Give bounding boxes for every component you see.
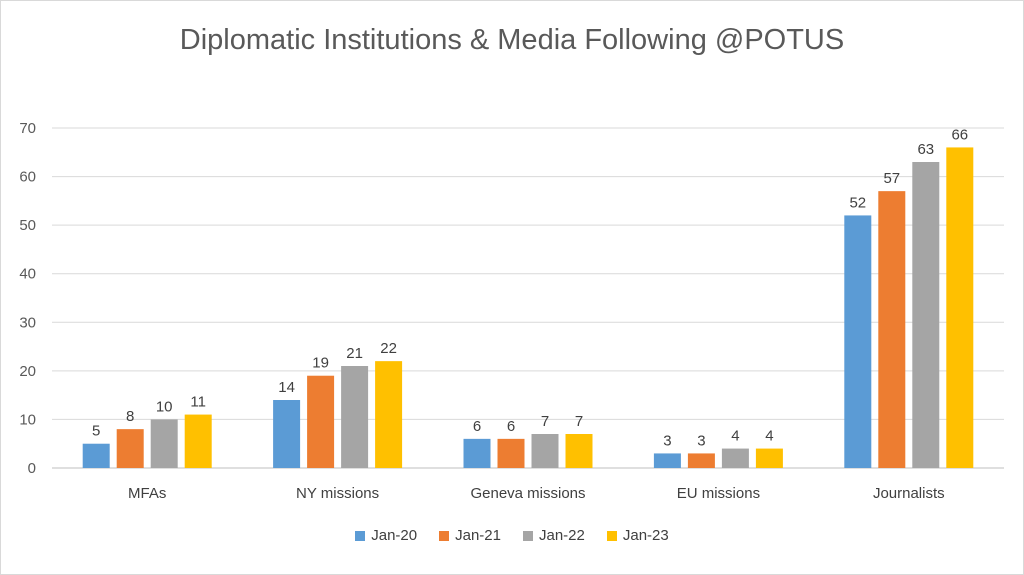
data-label: 6 [473,418,481,435]
data-label: 10 [156,398,173,415]
bar [878,191,906,468]
data-label: 4 [731,428,739,445]
bar [273,400,301,468]
data-label: 21 [346,345,363,362]
chart-title: Diplomatic Institutions & Media Followin… [179,24,845,56]
bar [116,429,144,468]
bar [463,438,491,468]
y-tick-label: 60 [19,169,36,186]
x-tick-label: Geneva missions [470,485,585,502]
data-label: 3 [663,432,671,449]
legend-label: Jan-21 [455,527,501,544]
y-tick-label: 50 [19,217,36,234]
x-tick-label: MFAs [128,485,166,502]
chart-legend: Jan-20 Jan-21 Jan-22 Jan-23 [0,527,1024,544]
legend-swatch [606,530,617,541]
bar [653,453,681,468]
y-tick-label: 70 [19,120,36,137]
bar [184,414,212,468]
data-label: 7 [575,413,583,430]
bar [341,366,369,468]
bar [721,448,749,468]
x-tick-label: NY missions [296,485,379,502]
data-label: 6 [507,418,515,435]
bar [82,443,110,468]
bar [912,162,940,468]
bar [565,434,593,468]
data-label: 63 [917,141,934,158]
data-label: 19 [312,355,329,372]
bar [531,434,559,468]
data-label: 14 [278,379,295,396]
data-label: 66 [951,126,968,143]
x-tick-label: Journalists [873,485,945,502]
data-label: 11 [190,394,206,411]
data-label: 52 [849,194,866,211]
legend-item: Jan-20 [355,527,417,544]
bar [497,438,525,468]
legend-swatch [439,530,450,541]
data-label: 8 [126,408,134,425]
data-label: 4 [765,428,773,445]
legend-swatch [355,530,366,541]
legend-item: Jan-23 [606,527,669,544]
bar [375,361,403,468]
data-label: 5 [92,423,100,440]
x-tick-label: EU missions [677,485,760,502]
data-label: 3 [697,432,705,449]
y-tick-label: 0 [28,460,36,477]
bar [687,453,715,468]
bar [755,448,783,468]
legend-label: Jan-22 [539,527,585,544]
y-tick-label: 20 [19,363,36,380]
y-tick-label: 40 [19,266,36,283]
y-tick-label: 30 [19,314,36,331]
bar [307,375,335,468]
legend-swatch [523,530,533,541]
data-label: 7 [541,413,549,430]
bar [946,147,974,468]
legend-label: Jan-23 [622,527,669,544]
legend-label: Jan-20 [371,527,418,544]
legend-item: Jan-22 [523,527,585,544]
data-label: 22 [380,340,397,357]
bar [844,215,872,468]
y-tick-label: 10 [19,411,36,428]
data-label: 57 [883,170,900,187]
bar [150,419,178,468]
legend-item: Jan-21 [439,527,501,544]
